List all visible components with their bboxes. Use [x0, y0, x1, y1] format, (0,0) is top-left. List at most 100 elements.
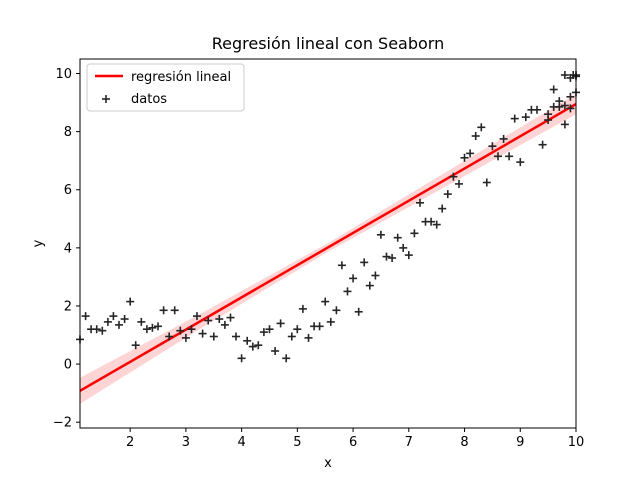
x-tick-label: 9	[516, 435, 524, 450]
data-point	[165, 332, 174, 341]
x-tick-label: 7	[405, 435, 413, 450]
data-point	[148, 323, 157, 332]
data-point	[154, 322, 162, 331]
data-point	[193, 312, 201, 321]
data-point	[438, 204, 447, 213]
y-tick-label: 4	[64, 241, 72, 256]
data-point	[566, 104, 575, 113]
confidence-band	[80, 93, 576, 404]
data-point	[538, 140, 547, 149]
data-point	[226, 313, 235, 322]
data-point	[343, 287, 352, 296]
data-point	[393, 233, 402, 242]
data-point	[560, 71, 569, 79]
data-point	[371, 271, 380, 280]
x-tick-label: 3	[182, 435, 190, 450]
data-point	[92, 325, 101, 334]
data-point	[516, 158, 525, 167]
legend: regresión lineal datos	[86, 63, 245, 112]
data-point	[298, 304, 307, 313]
y-tick-label: 2	[64, 299, 72, 314]
data-point	[399, 243, 408, 252]
data-point	[237, 354, 246, 363]
data-point	[176, 326, 185, 335]
data-point	[466, 149, 475, 158]
data-point	[410, 229, 419, 238]
data-point	[204, 316, 213, 325]
data-point	[349, 274, 358, 283]
data-point	[232, 332, 240, 341]
data-point	[499, 134, 508, 143]
data-point	[120, 315, 129, 323]
data-point	[482, 178, 491, 187]
data-point	[187, 325, 196, 334]
data-point	[159, 306, 168, 315]
data-point	[388, 254, 397, 262]
x-tick-label: 8	[460, 435, 468, 450]
data-point	[220, 320, 229, 329]
data-point	[443, 190, 452, 199]
data-point	[254, 341, 263, 350]
data-point	[360, 258, 369, 267]
legend-box	[86, 63, 245, 112]
data-point	[103, 317, 112, 326]
data-point	[404, 251, 413, 260]
plot-frame	[79, 58, 577, 429]
data-point	[488, 142, 497, 151]
data-point	[326, 317, 335, 326]
data-point	[293, 325, 302, 334]
data-point	[304, 333, 313, 342]
data-point	[477, 123, 486, 132]
data-point	[376, 230, 385, 239]
y-tick-label: 0	[64, 358, 72, 373]
data-point	[181, 333, 190, 342]
data-point	[287, 332, 296, 341]
data-point	[142, 325, 151, 334]
data-point	[555, 97, 564, 106]
data-point	[209, 332, 218, 341]
data-point	[137, 317, 146, 326]
x-tick-label: 2	[126, 435, 134, 450]
legend-marker-swatch	[102, 95, 110, 103]
x-tick-label: 4	[237, 435, 245, 450]
data-point	[560, 120, 569, 129]
data-point	[265, 325, 274, 334]
data-point	[566, 92, 575, 101]
data-point	[243, 336, 252, 345]
legend-label-scatter: datos	[131, 92, 167, 107]
data-point	[432, 220, 441, 229]
data-point	[282, 354, 291, 363]
data-point	[427, 217, 436, 226]
data-point	[521, 113, 530, 122]
y-tick-label: −2	[53, 416, 72, 431]
data-point	[115, 320, 123, 329]
x-tick-label: 6	[349, 435, 357, 450]
data-point	[198, 329, 207, 338]
data-point	[460, 153, 469, 162]
data-point	[315, 322, 324, 331]
data-point	[271, 347, 280, 355]
x-tick-label: 10	[568, 435, 585, 450]
data-point	[505, 152, 514, 161]
data-point	[81, 312, 90, 321]
y-tick-label: 8	[64, 125, 72, 140]
x-axis-label: x	[324, 456, 332, 471]
data-point	[170, 306, 179, 315]
data-point	[533, 105, 541, 114]
x-tick-label: 5	[293, 435, 301, 450]
data-point	[455, 179, 463, 188]
y-tick-label: 10	[55, 67, 72, 82]
y-axis-label: y	[31, 239, 46, 247]
data-point	[248, 342, 257, 351]
data-point	[109, 312, 118, 321]
data-point	[510, 114, 519, 123]
chart-title: Regresión lineal con Seaborn	[212, 34, 444, 53]
data-point	[215, 315, 224, 323]
data-point	[126, 297, 135, 306]
y-tick-label: 6	[64, 183, 72, 198]
data-point	[276, 319, 285, 328]
data-point	[365, 281, 374, 290]
data-point	[337, 261, 346, 270]
data-point	[354, 307, 363, 316]
